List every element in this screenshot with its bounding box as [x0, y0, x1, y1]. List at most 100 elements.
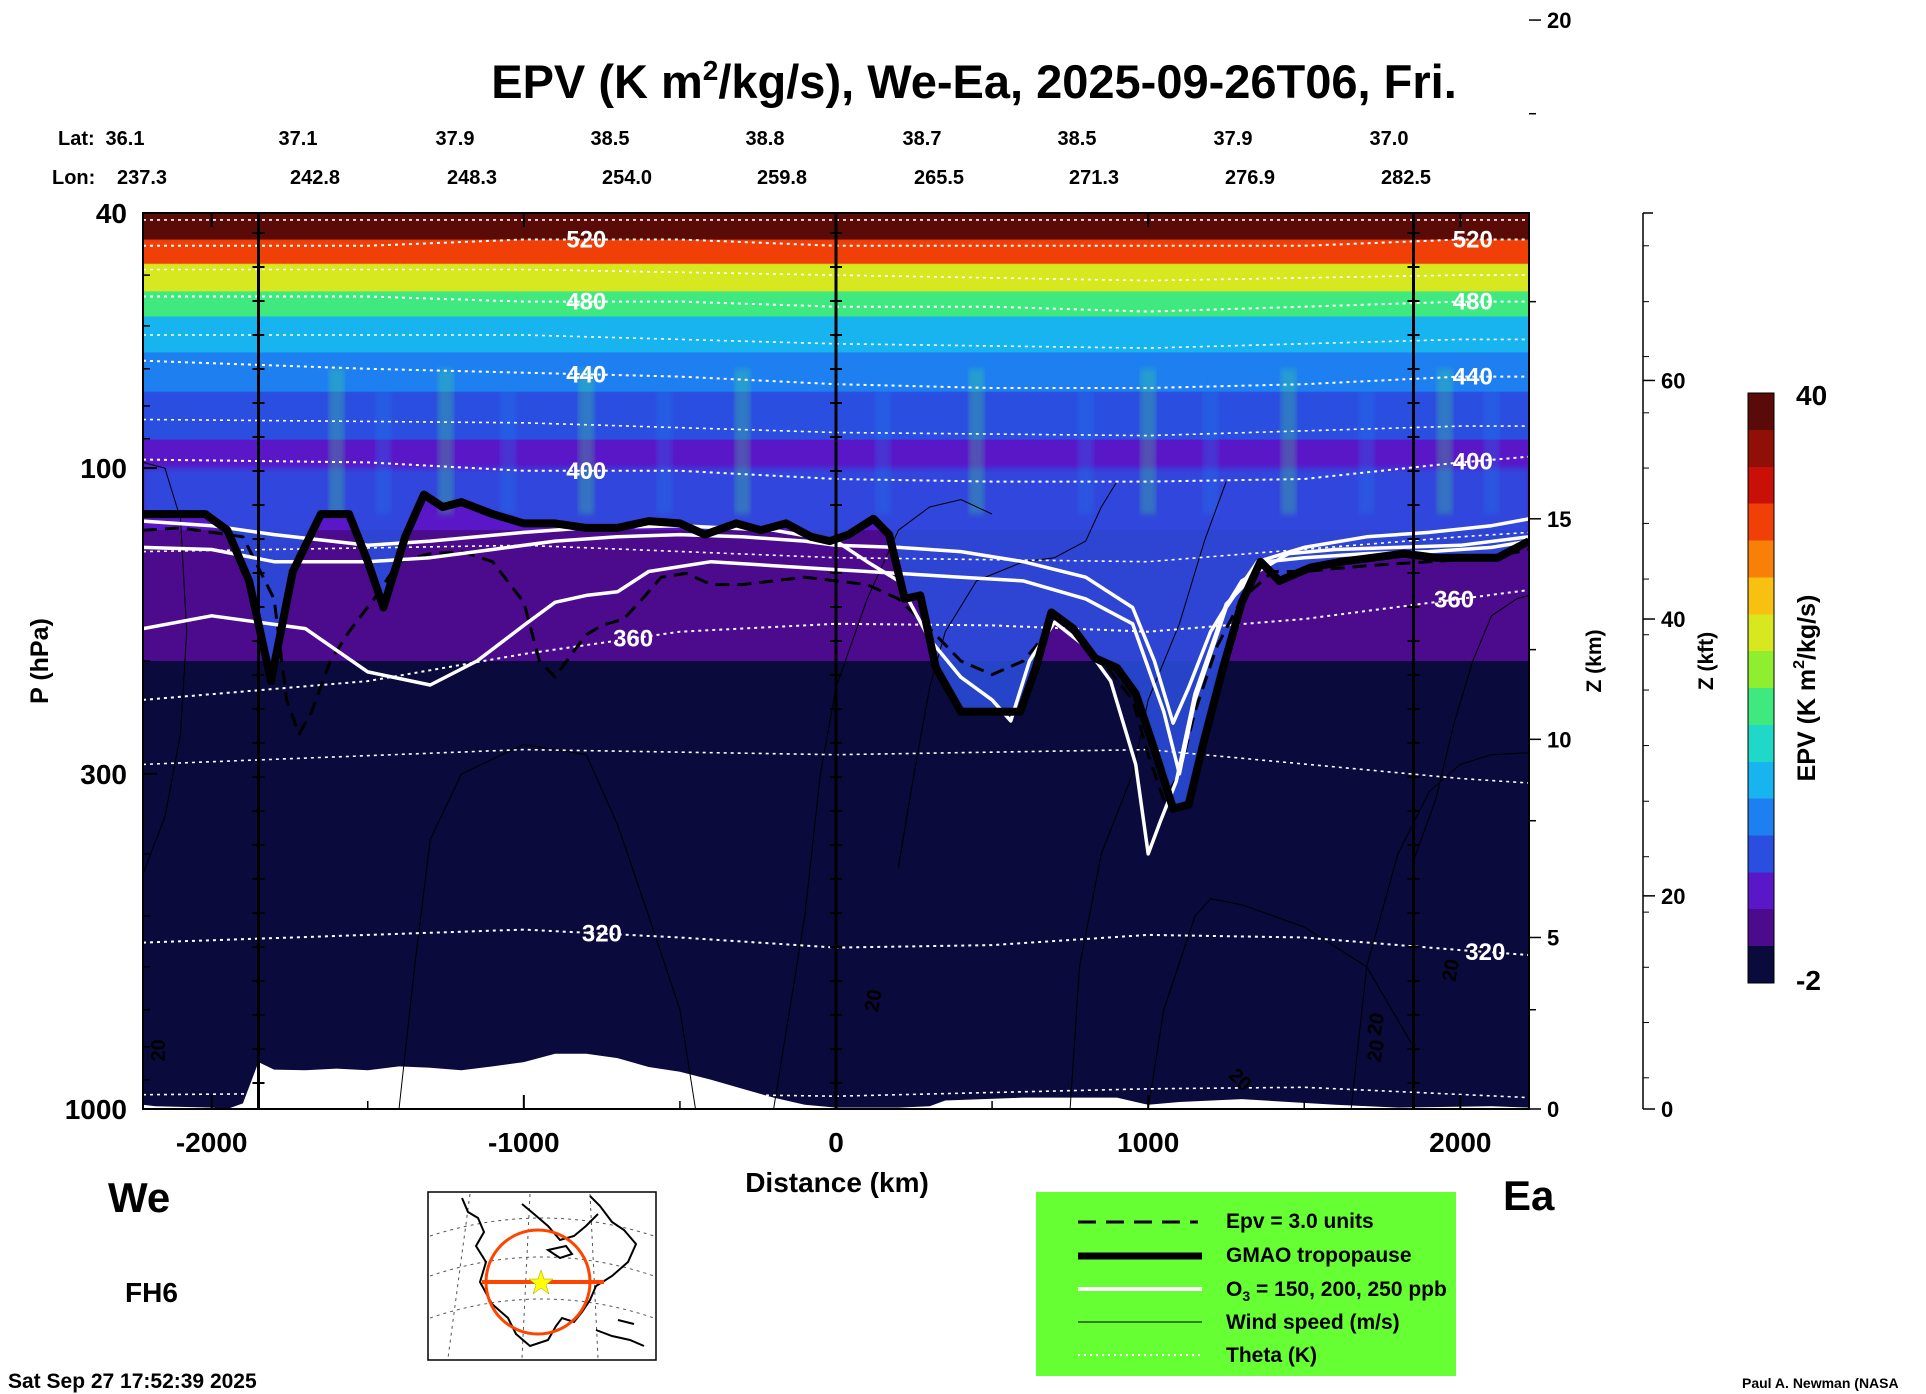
lat-value: 37.0	[1370, 128, 1409, 150]
footer-timestamp: Sat Sep 27 17:52:39 2025	[8, 1370, 257, 1393]
colorbar-max-label: 40	[1796, 380, 1827, 411]
epv-streak	[734, 368, 751, 515]
z-kft-tick-label: 0	[1661, 1097, 1673, 1122]
terrain-white	[143, 1053, 1529, 1109]
legend-item-theta: Theta (K)	[1226, 1344, 1317, 1367]
legend-item-ozone: O3 = 150, 200, 250 ppb	[1226, 1278, 1447, 1304]
epv-streak	[1140, 368, 1157, 515]
y-tick-label: 300	[80, 759, 127, 790]
map-center-marker	[528, 1269, 554, 1295]
z-km-tick-label: 15	[1547, 507, 1571, 532]
epv-streak	[500, 368, 517, 515]
theta-label: 320	[1465, 939, 1505, 966]
theta-label: 480	[566, 289, 606, 316]
legend-item-epv3: Epv = 3.0 units	[1226, 1210, 1374, 1233]
theta-label: 320	[582, 921, 622, 948]
epv3-line	[143, 526, 1529, 802]
theta-line	[143, 238, 1529, 247]
tropopause-path	[143, 490, 1529, 813]
z-kft-axis: 60 40 20 0	[1642, 212, 1685, 1122]
wind-label: 20	[148, 1039, 170, 1061]
map-coastline	[461, 1195, 645, 1348]
wind-speed-line	[897, 481, 1118, 868]
lon-value: 265.5	[914, 167, 964, 189]
lon-label: Lon:	[52, 167, 95, 189]
chart-title: EPV (K m2/kg/s), We-Ea, 2025-09-26T06, F…	[491, 55, 1457, 108]
lon-value: 237.3	[117, 167, 167, 189]
z-kft-label: Z (kft)	[1695, 632, 1718, 690]
footer-credit: Paul A. Newman (NASA	[1742, 1375, 1899, 1391]
epv-streak	[437, 368, 454, 515]
tropopause-line	[143, 490, 1529, 813]
z-km-tick-label: 20	[1547, 8, 1571, 33]
y-tick-label: 1000	[65, 1094, 127, 1125]
x-tick-label: 1000	[1117, 1127, 1179, 1158]
wind-label: 20	[1364, 1038, 1390, 1064]
z-km-label: Z (km)	[1583, 630, 1606, 693]
wind-speed-line	[143, 461, 188, 875]
wind-speed-line	[1413, 594, 1529, 861]
lat-value: 37.9	[436, 128, 475, 150]
y-tick-label: 40	[96, 198, 127, 229]
theta-label: 400	[566, 458, 606, 485]
theta-label: 480	[1453, 289, 1493, 316]
colorbar-label: EPV (K m2/kg/s)	[1791, 595, 1821, 782]
lat-value: 36.1	[106, 128, 145, 150]
theta-label: 520	[566, 227, 606, 254]
lat-value: 38.5	[1058, 128, 1097, 150]
epv-field-streaks	[328, 368, 1500, 515]
x-tick-label: -1000	[488, 1127, 560, 1158]
wind-speed-line	[1147, 898, 1414, 1109]
y-axis-label: P (hPa)	[26, 618, 54, 704]
theta-label: 440	[566, 361, 606, 388]
theta-line	[143, 418, 1529, 437]
terrain-mask	[143, 1053, 1529, 1109]
y-axis: 40 100 300 1000	[65, 198, 157, 1125]
lat-value: 37.9	[1214, 128, 1253, 150]
lon-value: 254.0	[602, 167, 652, 189]
wind-label: 20	[861, 988, 887, 1014]
forecast-hour-label: FH6	[125, 1277, 178, 1308]
theta-line	[143, 531, 1529, 563]
theta-label: 360	[1434, 587, 1474, 614]
map-inset	[427, 1191, 657, 1361]
epv-streak	[1077, 368, 1094, 515]
lat-value: 37.1	[279, 128, 318, 150]
theta-line	[143, 455, 1529, 483]
y-tick-label: 100	[80, 453, 127, 484]
east-label: Ea	[1503, 1172, 1555, 1219]
theta-line	[143, 268, 1529, 282]
epv-streak	[578, 368, 595, 515]
lon-value: 271.3	[1069, 167, 1119, 189]
epv-streak	[656, 368, 673, 515]
west-label: We	[108, 1174, 170, 1221]
epv-streak	[375, 368, 392, 515]
theta-label: 360	[613, 625, 653, 652]
z-km-tick-label: 10	[1547, 727, 1571, 752]
theta-line	[143, 295, 1529, 313]
legend: Epv = 3.0 units GMAO tropopause O3 = 150…	[1036, 1192, 1456, 1376]
x-tick-label: 2000	[1429, 1127, 1491, 1158]
epv-streak	[1483, 368, 1500, 515]
wind-speed-line	[1069, 481, 1227, 1109]
stratosphere-fill	[143, 468, 1529, 809]
z-km-tick-label: 0	[1547, 1097, 1559, 1122]
theta-label: 520	[1453, 227, 1493, 254]
lat-label: Lat:	[58, 128, 95, 150]
colorbar: 40 -2 EPV (K m2/kg/s)	[1747, 380, 1827, 996]
epv-streak	[1202, 368, 1219, 515]
colorbar-strip	[1747, 392, 1775, 984]
z-km-tick-label: 5	[1547, 925, 1559, 950]
x-axis-label: Distance (km)	[745, 1167, 929, 1198]
lon-value: 259.8	[757, 167, 807, 189]
lon-value: 276.9	[1225, 167, 1275, 189]
x-tick-label: -2000	[176, 1127, 248, 1158]
lat-value: 38.7	[903, 128, 942, 150]
section-vertical-lines	[252, 213, 1420, 1109]
wind-speed-line	[773, 499, 993, 1109]
theta-label: 440	[1453, 364, 1493, 391]
epv-streak	[1358, 368, 1375, 515]
